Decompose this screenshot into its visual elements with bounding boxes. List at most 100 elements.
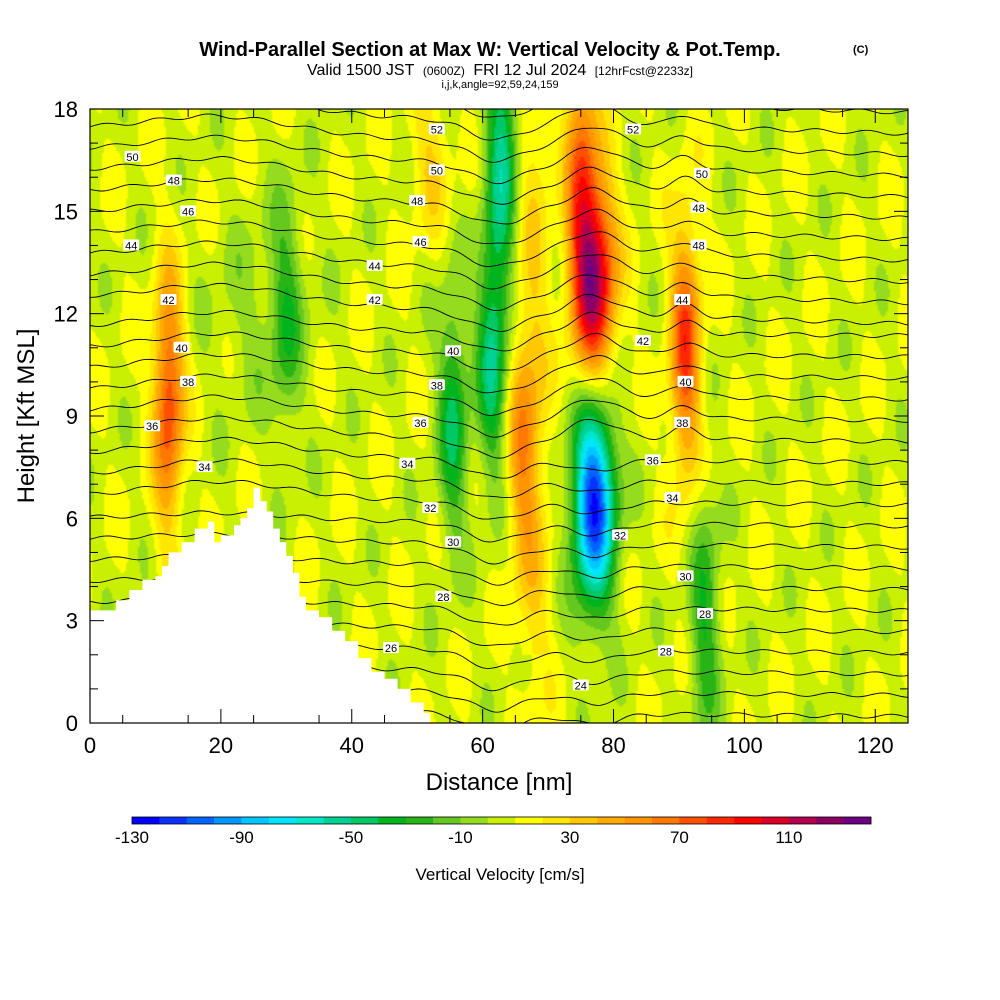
valid-time: Valid 1500 JST <box>307 62 415 79</box>
theta-label-text: 30 <box>447 537 459 549</box>
theta-label-text: 38 <box>182 377 194 389</box>
colorbar-swatch <box>241 817 270 824</box>
colorbar-swatch <box>132 817 160 824</box>
theta-label: 30 <box>677 570 694 583</box>
theta-contour-line <box>90 479 908 520</box>
theta-label-text: 44 <box>369 261 381 273</box>
colorbar-swatch <box>734 817 762 824</box>
theta-label: 46 <box>412 236 429 249</box>
theta-label-text: 52 <box>627 124 639 136</box>
theta-label: 52 <box>428 123 445 136</box>
theta-label-text: 28 <box>699 609 711 621</box>
colorbar-swatch <box>350 817 379 824</box>
theta-contour-line <box>90 415 908 459</box>
theta-label: 30 <box>445 536 462 549</box>
colorbar-swatch <box>487 817 516 824</box>
chart-subtitle: Valid 1500 JST (0600Z) FRI 12 Jul 2024 [… <box>307 62 693 79</box>
colorbar-swatch <box>323 817 352 824</box>
colorbar-swatch <box>569 817 598 824</box>
theta-label: 34 <box>196 461 213 474</box>
theta-label: 50 <box>124 150 141 164</box>
theta-label: 48 <box>409 195 426 208</box>
theta-contour-line <box>315 109 908 141</box>
colorbar-swatch <box>816 817 844 824</box>
theta-label-text: 46 <box>414 237 426 249</box>
theta-contour-line <box>90 134 908 185</box>
theta-label-text: 28 <box>660 646 672 658</box>
theta-label: 44 <box>366 259 383 273</box>
colorbar-swatch <box>378 817 407 824</box>
colorbar-swatch <box>296 817 324 824</box>
y-axis-label: Height [Kft MSL] <box>13 329 40 504</box>
theta-label: 38 <box>428 379 445 392</box>
x-tick-label: 80 <box>601 733 625 758</box>
theta-label: 28 <box>435 590 452 604</box>
theta-label: 50 <box>693 167 710 181</box>
theta-label: 42 <box>634 334 651 348</box>
theta-contour-line <box>90 352 908 394</box>
theta-label-text: 44 <box>125 240 137 252</box>
colorbar-swatch <box>186 817 215 824</box>
theta-contour-line <box>90 531 908 565</box>
x-tick-label: 60 <box>470 733 494 758</box>
x-tick-label: 120 <box>857 733 894 758</box>
colorbar-swatch <box>788 817 817 824</box>
theta-label: 34 <box>399 457 416 471</box>
theta-label-text: 38 <box>676 418 688 430</box>
theta-label: 26 <box>383 641 400 655</box>
y-tick-label: 18 <box>54 97 78 122</box>
theta-label-text: 48 <box>168 176 180 188</box>
theta-label-text: 52 <box>431 124 443 136</box>
theta-contour-labels: 50 48 46 44 42 40 38 36 34 52 50 48 46 44 42 40 38 36 34 32… <box>123 123 714 692</box>
theta-label-text: 34 <box>401 459 413 471</box>
theta-contour-line <box>90 240 908 290</box>
theta-label-text: 36 <box>414 418 426 430</box>
theta-label: 52 <box>625 123 642 136</box>
theta-contour-line <box>90 309 908 352</box>
y-tick-label: 12 <box>54 302 78 327</box>
colorbar-swatch <box>542 817 571 824</box>
x-tick-label: 0 <box>84 733 96 758</box>
colorbar-swatch <box>624 817 653 824</box>
theta-label-text: 48 <box>692 203 704 215</box>
colorbar-tick-label: -90 <box>229 828 254 847</box>
theta-label-text: 40 <box>175 343 187 355</box>
colorbar: -130 -90 -50 -10 30 70 110 <box>115 816 872 847</box>
theta-label-text: 28 <box>437 592 449 604</box>
terrain <box>90 487 431 723</box>
theta-label-text: 50 <box>696 169 708 181</box>
theta-contour-line <box>90 331 908 371</box>
theta-label: 28 <box>697 607 714 621</box>
chart-title: Wind-Parallel Section at Max W: Vertical… <box>199 39 780 61</box>
colorbar-swatch <box>159 817 188 824</box>
forecast-info: [12hrFcst@2233z] <box>595 64 693 78</box>
theta-label-text: 46 <box>182 206 194 218</box>
theta-label: 24 <box>572 679 589 692</box>
theta-contour-line <box>90 282 908 332</box>
theta-contour-line <box>90 510 908 543</box>
theta-label-text: 50 <box>431 165 443 177</box>
y-tick-label: 6 <box>66 506 78 531</box>
colorbar-swatch <box>706 817 735 824</box>
y-tick-label: 0 <box>66 711 78 736</box>
theta-label: 38 <box>180 375 197 389</box>
colorbar-tick-label: 70 <box>670 828 689 847</box>
theta-label-text: 32 <box>614 530 626 542</box>
theta-label: 44 <box>123 239 140 252</box>
x-tick-label: 100 <box>726 733 763 758</box>
theta-label-text: 32 <box>424 503 436 515</box>
colorbar-tick-label: -10 <box>448 828 473 847</box>
theta-label-text: 42 <box>162 295 174 307</box>
x-tick-label: 40 <box>340 733 364 758</box>
theta-label: 48 <box>165 174 182 188</box>
theta-label: 48 <box>690 239 707 252</box>
theta-label: 50 <box>428 164 445 177</box>
theta-label-text: 34 <box>198 462 210 474</box>
theta-contour-line <box>90 177 908 225</box>
colorbar-swatch <box>268 817 297 824</box>
theta-label: 36 <box>644 454 661 467</box>
colorbar-swatch <box>214 817 242 824</box>
y-tick-label: 15 <box>54 199 78 224</box>
